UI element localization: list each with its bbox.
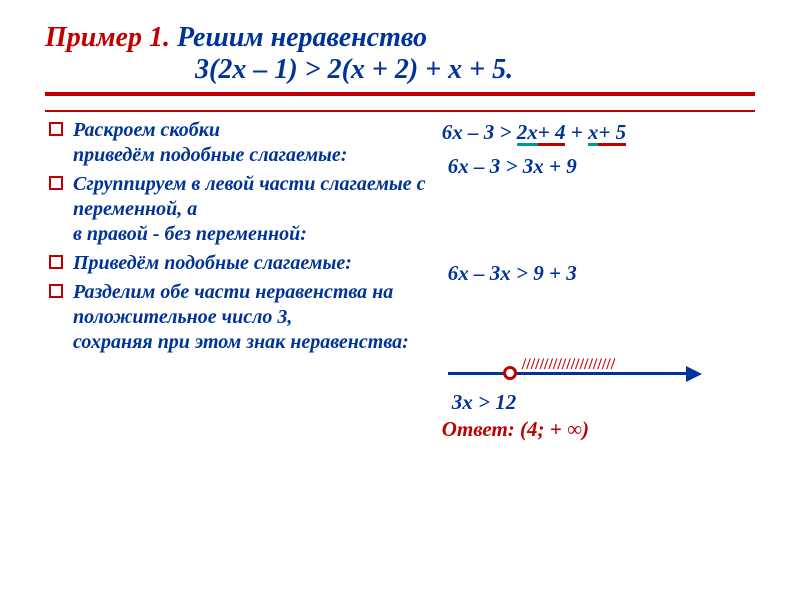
eq-seg-underlined: 2х: [517, 122, 538, 146]
step-3: Приведём подобные слагаемые:: [49, 251, 428, 276]
title-prefix: Пример 1.: [45, 22, 170, 53]
step-1: Раскроем скобки приведём подобные слагае…: [49, 118, 428, 168]
title-rule-thick: [45, 92, 755, 96]
steps-column: Раскроем скобки приведём подобные слагае…: [45, 118, 428, 442]
title-main: Решим неравенство: [170, 22, 427, 53]
bullet-icon: [49, 176, 63, 190]
eq-seg-underlined: + 4: [538, 122, 566, 146]
title-equation: 3(2х – 1) > 2(х + 2) + х + 5.: [45, 54, 755, 86]
work-line-4: 3х > 12: [442, 390, 755, 415]
work-line-3: 6х – 3х > 9 + 3: [442, 261, 755, 286]
step-text: Разделим обе части неравенства на положи…: [73, 280, 428, 330]
answer-text: Ответ: (4; + ∞): [442, 417, 755, 442]
open-point-icon: [503, 366, 517, 380]
work-column: 6х – 3 > 2х + 4 + х + 5 6х – 3 > 3х + 9 …: [442, 118, 755, 442]
number-line: /////////////////////: [448, 358, 708, 388]
step-2: Сгруппируем в левой части слагаемые с пе…: [49, 172, 428, 247]
arrow-icon: [686, 366, 702, 382]
step-text: Сгруппируем в левой части слагаемые с пе…: [73, 172, 428, 222]
work-line-2: 6х – 3 > 3х + 9: [442, 154, 755, 179]
hatch-marks: /////////////////////: [522, 356, 615, 374]
step-4: Разделим обе части неравенства на положи…: [49, 280, 428, 355]
eq-seg: 6х – 3 >: [442, 120, 517, 144]
slide-title: Пример 1. Решим неравенство 3(2х – 1) > …: [45, 22, 755, 112]
eq-seg: +: [565, 120, 587, 144]
step-text: сохраняя при этом знак неравенства:: [73, 330, 428, 355]
bullet-icon: [49, 284, 63, 298]
step-text: Раскроем скобки: [73, 118, 428, 143]
step-text: в правой - без переменной:: [73, 222, 428, 247]
bullet-icon: [49, 255, 63, 269]
eq-seg-underlined: + 5: [598, 122, 626, 146]
title-rule-thin: [45, 110, 755, 112]
work-line-1: 6х – 3 > 2х + 4 + х + 5: [442, 120, 755, 146]
bullet-icon: [49, 122, 63, 136]
eq-seg-underlined: х: [588, 122, 599, 146]
step-text: Приведём подобные слагаемые:: [73, 251, 428, 276]
step-text: приведём подобные слагаемые:: [73, 143, 428, 168]
